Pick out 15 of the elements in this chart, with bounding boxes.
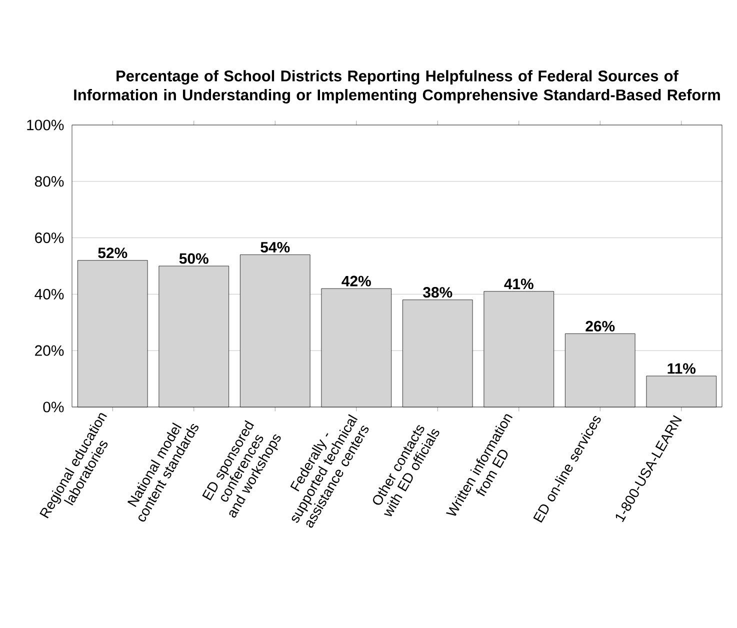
y-tick-label: 40% bbox=[34, 288, 64, 300]
data-label: 50% bbox=[179, 253, 208, 264]
y-tick-label: 100% bbox=[27, 120, 64, 130]
y-tick-label: 60% bbox=[35, 232, 64, 244]
y-tick-label: 0% bbox=[43, 402, 64, 412]
data-label: 11% bbox=[668, 363, 696, 374]
chart-title: Percentage of School Districts Reporting Helpfulness of Federal Sources of Information in Understanding or Implementing Comprehensive Standard-Based Reform bbox=[74, 70, 720, 104]
y-tick-label: 80% bbox=[34, 176, 64, 187]
data-label: 41% bbox=[504, 278, 534, 290]
data-label: 38% bbox=[423, 287, 452, 298]
data-label: 26% bbox=[586, 320, 615, 332]
data-label: 52% bbox=[98, 248, 128, 258]
y-tick-label: 20% bbox=[35, 345, 64, 356]
data-label: 42% bbox=[342, 276, 371, 286]
data-label: 54% bbox=[260, 242, 290, 253]
